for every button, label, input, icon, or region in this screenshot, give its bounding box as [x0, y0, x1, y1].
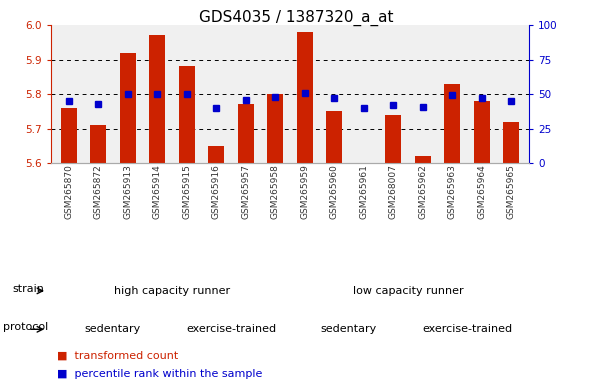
Bar — [208, 146, 224, 163]
Bar — [415, 156, 431, 163]
Text: GDS4035 / 1387320_a_at: GDS4035 / 1387320_a_at — [199, 10, 393, 26]
Text: strain: strain — [12, 284, 44, 294]
Bar — [90, 125, 106, 163]
Text: protocol: protocol — [3, 323, 48, 333]
Bar — [444, 84, 460, 163]
Text: sedentary: sedentary — [85, 324, 141, 334]
Text: low capacity runner: low capacity runner — [353, 286, 463, 296]
Bar — [297, 32, 313, 163]
Bar — [326, 111, 343, 163]
Bar — [120, 53, 136, 163]
Bar — [178, 66, 195, 163]
Text: ■  percentile rank within the sample: ■ percentile rank within the sample — [57, 369, 263, 379]
Bar — [237, 104, 254, 163]
Text: high capacity runner: high capacity runner — [114, 286, 230, 296]
Text: exercise-trained: exercise-trained — [422, 324, 512, 334]
Bar — [503, 122, 519, 163]
Bar — [149, 35, 165, 163]
Text: ■  transformed count: ■ transformed count — [57, 351, 178, 361]
Bar — [385, 115, 401, 163]
Bar — [474, 101, 490, 163]
Bar — [61, 108, 77, 163]
Text: sedentary: sedentary — [321, 324, 377, 334]
Text: exercise-trained: exercise-trained — [186, 324, 276, 334]
Bar — [267, 94, 283, 163]
